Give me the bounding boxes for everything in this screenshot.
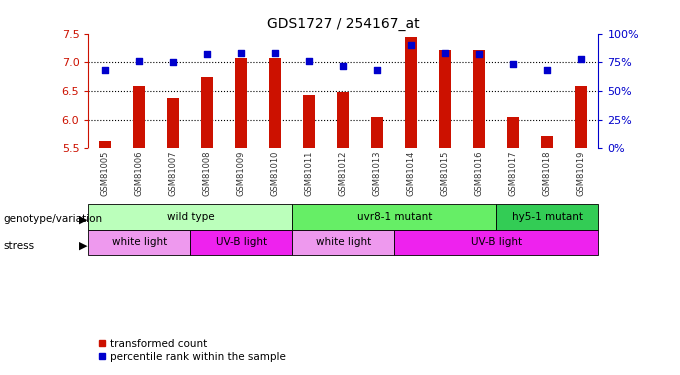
Point (372, 68, 383, 74)
Text: white light: white light (112, 237, 167, 247)
Point (542, 68, 553, 74)
Text: hy5-1 mutant: hy5-1 mutant (512, 212, 583, 222)
Point (338, 63, 349, 69)
Legend: transformed count, percentile rank within the sample: transformed count, percentile rank withi… (94, 334, 290, 366)
Point (508, 60, 519, 66)
Point (304, 58, 315, 64)
Text: wild type: wild type (167, 212, 214, 222)
Bar (292, 230, 394, 255)
Bar (167, 98, 180, 148)
Text: GSM81011: GSM81011 (305, 151, 314, 196)
Point (576, 56, 587, 62)
Bar (439, 50, 452, 148)
Text: GSM81010: GSM81010 (271, 151, 280, 196)
Bar (88, 230, 190, 255)
Bar (88, 204, 292, 230)
Point (270, 50, 281, 56)
Bar (235, 58, 248, 148)
Text: GSM81016: GSM81016 (475, 151, 484, 196)
Point (100, 68, 111, 74)
Bar (201, 76, 214, 148)
Bar (496, 204, 598, 230)
Text: white light: white light (316, 237, 371, 247)
Text: GSM81008: GSM81008 (203, 151, 212, 196)
Text: GSM81006: GSM81006 (135, 151, 144, 196)
Bar (269, 58, 282, 148)
Text: GSM81012: GSM81012 (339, 151, 348, 196)
Text: uvr8-1 mutant: uvr8-1 mutant (357, 212, 432, 222)
Bar (133, 86, 146, 148)
Bar (99, 141, 112, 148)
Text: UV-B light: UV-B light (216, 237, 267, 247)
Text: GSM81013: GSM81013 (373, 151, 382, 196)
Bar (303, 95, 316, 148)
Bar (337, 92, 350, 148)
Text: stress: stress (3, 241, 35, 250)
Bar (575, 86, 588, 148)
Bar (473, 50, 486, 148)
Point (440, 50, 451, 56)
Bar (541, 136, 554, 148)
Text: genotype/variation: genotype/variation (3, 214, 103, 224)
Bar (405, 37, 418, 148)
Point (406, 42, 417, 48)
Text: GSM81019: GSM81019 (577, 151, 586, 196)
Bar (507, 117, 520, 148)
Bar (371, 117, 384, 148)
Bar (292, 204, 496, 230)
Text: GSM81005: GSM81005 (101, 151, 110, 196)
Text: GSM81014: GSM81014 (407, 151, 416, 196)
Point (202, 51, 213, 57)
Bar (394, 230, 598, 255)
Text: ▶: ▶ (79, 241, 87, 250)
Point (168, 59, 179, 65)
Text: ▶: ▶ (79, 214, 87, 224)
Text: GSM81015: GSM81015 (441, 151, 450, 196)
Bar (190, 230, 292, 255)
Text: GSM81007: GSM81007 (169, 151, 178, 196)
Text: GSM81017: GSM81017 (509, 151, 518, 196)
Point (236, 50, 247, 56)
Text: UV-B light: UV-B light (471, 237, 522, 247)
Point (474, 51, 485, 57)
Text: GSM81018: GSM81018 (543, 151, 552, 196)
Point (134, 58, 145, 64)
Title: GDS1727 / 254167_at: GDS1727 / 254167_at (267, 17, 420, 32)
Text: GSM81009: GSM81009 (237, 151, 246, 196)
